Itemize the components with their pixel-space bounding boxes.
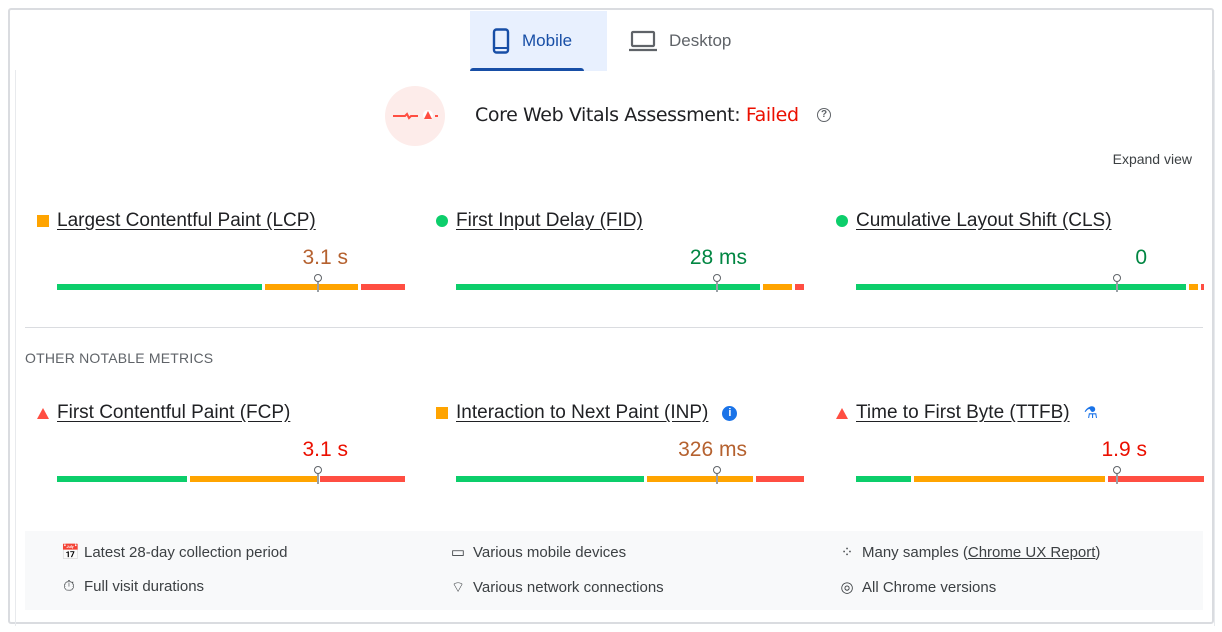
bar-poor <box>360 284 405 290</box>
percentile-marker <box>713 466 721 484</box>
failed-assessment-icon <box>385 86 445 146</box>
distribution-bar <box>456 476 804 482</box>
metric-cls: Cumulative Layout Shift (CLS) 0 <box>836 210 1206 292</box>
percentile-marker <box>1113 466 1121 484</box>
data-source-footer: 📅 Latest 28-day collection period ⏱ Full v… <box>25 531 1203 610</box>
stopwatch-icon: ⏱ <box>63 578 75 595</box>
bar-needs-improvement <box>763 284 793 290</box>
footer-text: All Chrome versions <box>862 578 997 596</box>
calendar-icon: 📅 <box>61 544 80 561</box>
metric-header: Largest Contentful Paint (LCP) <box>37 210 407 232</box>
metric-ttfb: Time to First Byte (TTFB) ⚗ 1.9 s <box>836 402 1206 484</box>
bar-poor <box>795 284 804 290</box>
percentile-marker <box>713 274 721 292</box>
percentile-marker <box>314 274 322 292</box>
tab-label: Desktop <box>669 31 732 50</box>
bar-needs-improvement <box>647 476 754 482</box>
distribution-bar <box>856 476 1204 482</box>
report-panel <box>15 70 1215 626</box>
flask-icon[interactable]: ⚗ <box>1083 405 1098 422</box>
footer-text: Various mobile devices <box>473 543 627 561</box>
distribution-bar <box>57 284 405 290</box>
metric-link[interactable]: Time to First Byte (TTFB) <box>856 402 1070 423</box>
help-icon[interactable]: ? <box>817 108 831 122</box>
chrome-ux-report-link[interactable]: Chrome UX Report <box>967 543 1096 561</box>
good-circle-icon <box>836 215 848 227</box>
metric-value: 326 ms <box>678 438 747 461</box>
tab-label: Mobile <box>522 31 573 50</box>
footer-collection: 📅 Latest 28-day collection period <box>61 543 288 562</box>
metric-value: 0 <box>1135 246 1147 269</box>
bar-good <box>856 284 1187 290</box>
metric-value: 28 ms <box>689 246 747 269</box>
distribution-bar <box>456 284 804 290</box>
bar-needs-improvement <box>265 284 358 290</box>
metric-link[interactable]: First Input Delay (FID) <box>456 210 643 231</box>
metric-link[interactable]: Largest Contentful Paint (LCP) <box>57 210 316 231</box>
footer-text: ) <box>1095 543 1101 561</box>
assessment-title: Core Web Vitals Assessment: Failed <box>475 104 799 126</box>
assessment-status: Failed <box>745 104 799 126</box>
bar-needs-improvement <box>189 476 317 482</box>
smartphone-icon <box>492 28 510 54</box>
distribution-bar <box>856 284 1204 290</box>
tab-mobile[interactable]: Mobile <box>470 11 607 71</box>
percentile-marker <box>314 466 322 484</box>
footer-text: Latest 28-day collection period <box>84 543 288 561</box>
footer-samples: ⁘ Many samples (Chrome UX Report) <box>839 543 1101 562</box>
metric-lcp: Largest Contentful Paint (LCP) 3.1 s <box>37 210 407 292</box>
report-frame <box>8 8 1214 624</box>
bar-good <box>456 476 645 482</box>
poor-triangle-icon <box>37 407 49 419</box>
metric-inp: Interaction to Next Paint (INP) i 326 ms <box>436 402 806 484</box>
tab-desktop[interactable]: Desktop <box>607 11 753 71</box>
divider <box>25 327 1203 328</box>
bar-good <box>456 284 761 290</box>
footer-network: ⌔ Various network connections <box>450 578 664 597</box>
footer-versions: ◎ All Chrome versions <box>839 578 997 597</box>
metric-header: Time to First Byte (TTFB) ⚗ <box>836 402 1206 424</box>
devices-icon: ▭ <box>450 544 466 561</box>
average-square-icon <box>37 215 49 227</box>
good-circle-icon <box>436 215 448 227</box>
footer-devices: ▭ Various mobile devices <box>450 543 627 562</box>
metric-value: 3.1 s <box>302 438 348 461</box>
laptop-icon <box>629 30 657 52</box>
bar-good <box>57 284 263 290</box>
metric-link[interactable]: Interaction to Next Paint (INP) <box>456 402 709 423</box>
bar-poor <box>1108 476 1204 482</box>
metric-fcp: First Contentful Paint (FCP) 3.1 s <box>37 402 407 484</box>
bar-good <box>856 476 911 482</box>
bar-poor <box>319 476 405 482</box>
bar-needs-improvement <box>913 476 1106 482</box>
metric-fid: First Input Delay (FID) 28 ms <box>436 210 806 292</box>
distribution-bar <box>57 476 405 482</box>
metric-header: Cumulative Layout Shift (CLS) <box>836 210 1206 232</box>
metric-link[interactable]: First Contentful Paint (FCP) <box>57 402 291 423</box>
samples-icon: ⁘ <box>840 544 854 561</box>
network-icon: ⌔ <box>450 579 466 596</box>
bar-needs-improvement <box>1189 284 1198 290</box>
average-square-icon <box>436 407 448 419</box>
other-metrics-heading: OTHER NOTABLE METRICS <box>25 350 214 366</box>
footer-text: Various network connections <box>473 579 664 596</box>
assessment-label: Core Web Vitals Assessment: <box>475 104 741 126</box>
metric-header: Interaction to Next Paint (INP) i <box>436 402 806 424</box>
metric-header: First Contentful Paint (FCP) <box>37 402 407 424</box>
footer-text: Full visit durations <box>84 578 205 595</box>
footer-durations: ⏱ Full visit durations <box>61 578 204 595</box>
expand-view-button[interactable]: Expand view <box>1112 151 1192 167</box>
metric-link[interactable]: Cumulative Layout Shift (CLS) <box>856 210 1112 231</box>
info-icon[interactable]: i <box>722 405 738 421</box>
metric-value: 1.9 s <box>1101 438 1147 461</box>
chrome-icon: ◎ <box>840 579 854 596</box>
bar-poor <box>1200 284 1204 290</box>
bar-good <box>57 476 187 482</box>
poor-triangle-icon <box>836 407 848 419</box>
footer-text: Many samples ( <box>862 543 968 561</box>
metric-header: First Input Delay (FID) <box>436 210 806 232</box>
bar-poor <box>756 476 804 482</box>
percentile-marker <box>1113 274 1121 292</box>
metric-value: 3.1 s <box>302 246 348 269</box>
